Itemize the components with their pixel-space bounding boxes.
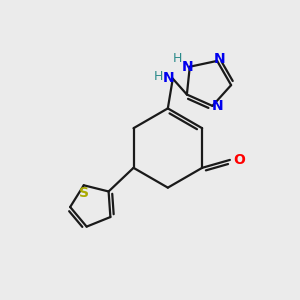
Text: H: H: [173, 52, 183, 65]
Text: O: O: [233, 153, 245, 167]
Text: N: N: [213, 52, 225, 66]
Text: N: N: [182, 60, 194, 74]
Text: S: S: [79, 186, 89, 200]
Text: N: N: [163, 71, 175, 85]
Text: H: H: [154, 70, 164, 83]
Text: N: N: [212, 99, 223, 113]
